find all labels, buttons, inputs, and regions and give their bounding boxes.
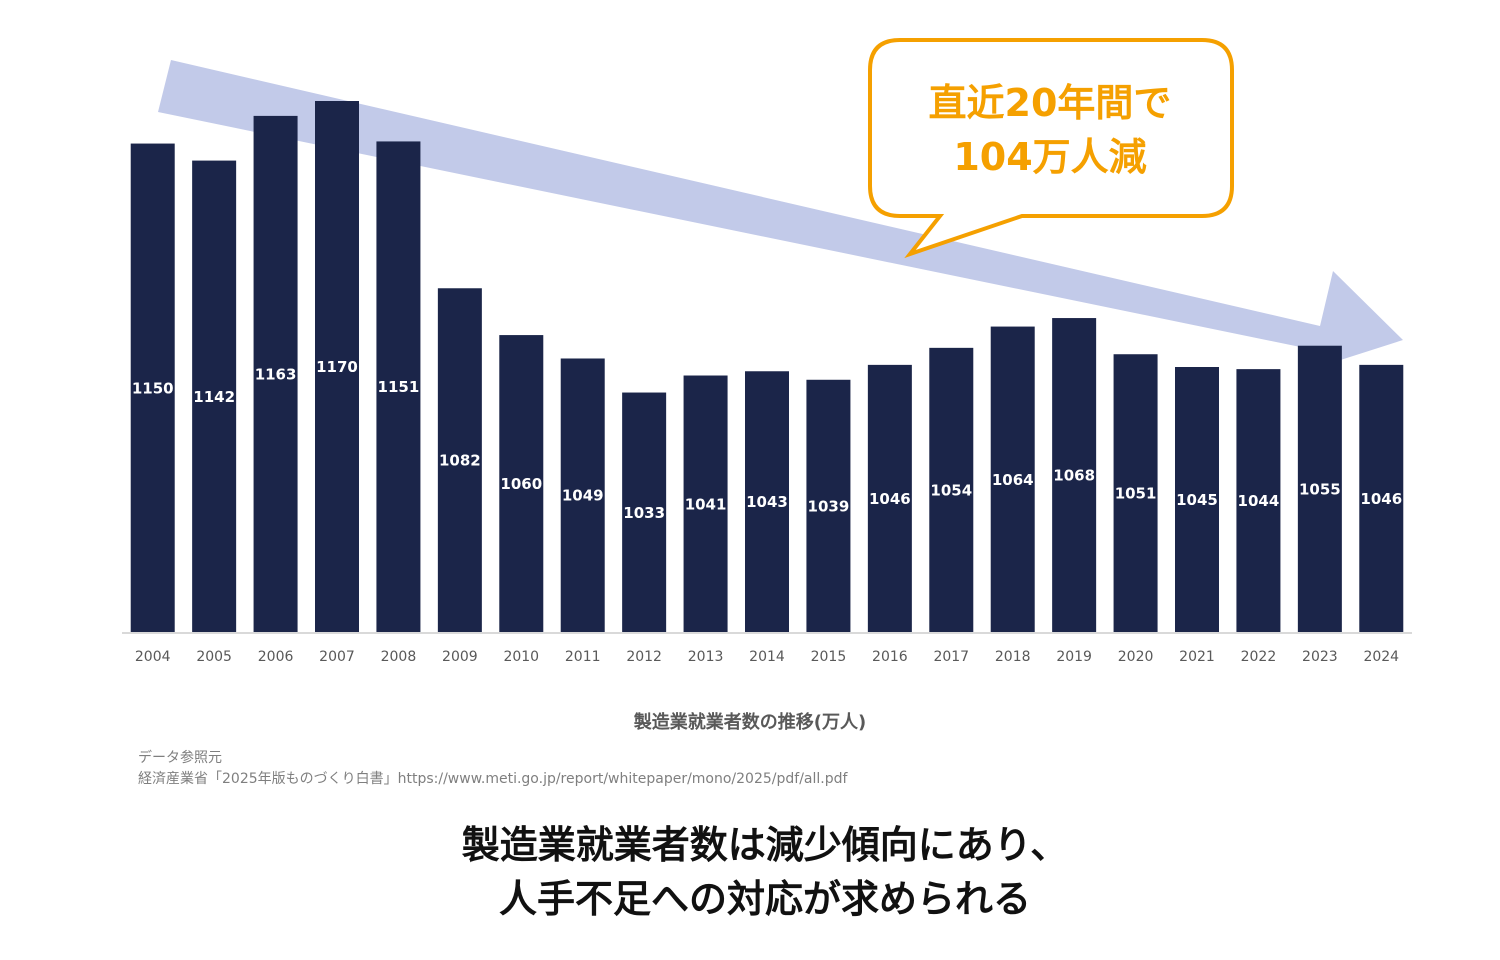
x-tick-label: 2011 [565, 649, 601, 665]
bar-value-label: 1163 [255, 365, 297, 383]
conclusion-line-2: 人手不足への対応が求められる [498, 877, 1031, 921]
bar-2020 [1113, 354, 1158, 633]
bar-2018 [990, 326, 1035, 633]
bar-2004 [130, 143, 175, 633]
x-tick-label: 2015 [811, 649, 847, 665]
source-citation: 経済産業省「2025年版ものづくり白書」https://www.meti.go.… [138, 771, 848, 787]
x-tick-label: 2005 [196, 649, 232, 665]
bar-2022 [1236, 369, 1281, 633]
bar-value-label: 1082 [439, 452, 481, 470]
callout-text: 直近20年間で 104万人減 [870, 76, 1230, 184]
bar-2017 [929, 347, 974, 633]
bar-2013 [683, 375, 728, 633]
x-tick-label: 2012 [626, 649, 662, 665]
callout-line-2: 104万人減 [953, 135, 1147, 179]
bar-value-label: 1041 [685, 495, 727, 513]
bar-2011 [560, 358, 605, 633]
bar-2014 [745, 371, 789, 633]
x-tick-label: 2007 [319, 649, 355, 665]
bar-value-label: 1043 [746, 493, 788, 511]
bar-group: 1150 1142 1163 1170 1151 1082 1060 1049 1033 1041… [130, 101, 1404, 634]
downward-trend-arrow [158, 60, 1403, 372]
bar-2006 [253, 115, 298, 633]
x-tick-label: 2019 [1056, 649, 1092, 665]
bar-2021 [1175, 367, 1219, 633]
bar-value-label: 1049 [562, 487, 604, 505]
x-tick-label: 2017 [933, 649, 969, 665]
bar-value-label: 1044 [1238, 492, 1280, 510]
source-heading: データ参照元 [138, 750, 222, 766]
x-axis-ticks: 2004 2005 2006 2007 2008 2009 2010 2011 2012 2013… [135, 649, 1399, 665]
bar-2009 [437, 288, 482, 633]
bar-value-label: 1046 [869, 490, 911, 508]
x-tick-label: 2021 [1179, 649, 1215, 665]
bar-2024 [1359, 364, 1404, 633]
bar-2016 [867, 364, 912, 633]
x-tick-label: 2023 [1302, 649, 1338, 665]
bar-value-label: 1046 [1360, 490, 1402, 508]
bar-value-label: 1151 [378, 378, 420, 396]
conclusion-text: 製造業就業者数は減少傾向にあり、 人手不足への対応が求められる [0, 818, 1500, 926]
x-tick-label: 2014 [749, 649, 785, 665]
x-tick-label: 2009 [442, 649, 478, 665]
bar-value-label: 1064 [992, 471, 1034, 489]
x-tick-label: 2020 [1118, 649, 1154, 665]
callout-bubble [868, 38, 1234, 259]
bar-value-label: 1142 [193, 388, 235, 406]
bar-value-label: 1033 [623, 504, 665, 522]
bar-2007 [315, 101, 359, 633]
x-tick-label: 2010 [503, 649, 539, 665]
bar-2012 [622, 392, 667, 633]
chart-title: 製造業就業者数の推移(万人) [633, 712, 867, 733]
x-tick-label: 2016 [872, 649, 908, 665]
x-tick-label: 2022 [1241, 649, 1277, 665]
bar-2023 [1297, 345, 1342, 633]
x-tick-label: 2024 [1363, 649, 1399, 665]
bar-2010 [499, 335, 544, 633]
bar-value-label: 1045 [1176, 491, 1218, 509]
x-tick-label: 2006 [258, 649, 294, 665]
callout-line-1: 直近20年間で [928, 81, 1172, 125]
conclusion-line-1: 製造業就業者数は減少傾向にあり、 [461, 823, 1069, 867]
bar-value-label: 1039 [808, 497, 850, 515]
bar-value-label: 1150 [132, 379, 174, 397]
data-source: データ参照元 経済産業省「2025年版ものづくり白書」https://www.m… [138, 748, 847, 790]
bar-value-label: 1068 [1053, 467, 1095, 485]
bar-value-label: 1051 [1115, 485, 1157, 503]
x-tick-label: 2013 [688, 649, 724, 665]
x-tick-label: 2018 [995, 649, 1031, 665]
bar-value-label: 1060 [500, 475, 542, 493]
x-tick-label: 2008 [381, 649, 417, 665]
bar-value-label: 1170 [316, 358, 358, 376]
bar-value-label: 1054 [930, 481, 972, 499]
bar-2015 [806, 379, 851, 633]
x-tick-label: 2004 [135, 649, 171, 665]
bar-2008 [376, 141, 421, 633]
bar-2019 [1052, 318, 1097, 633]
bar-2005 [192, 160, 237, 634]
bar-value-label: 1055 [1299, 480, 1341, 498]
